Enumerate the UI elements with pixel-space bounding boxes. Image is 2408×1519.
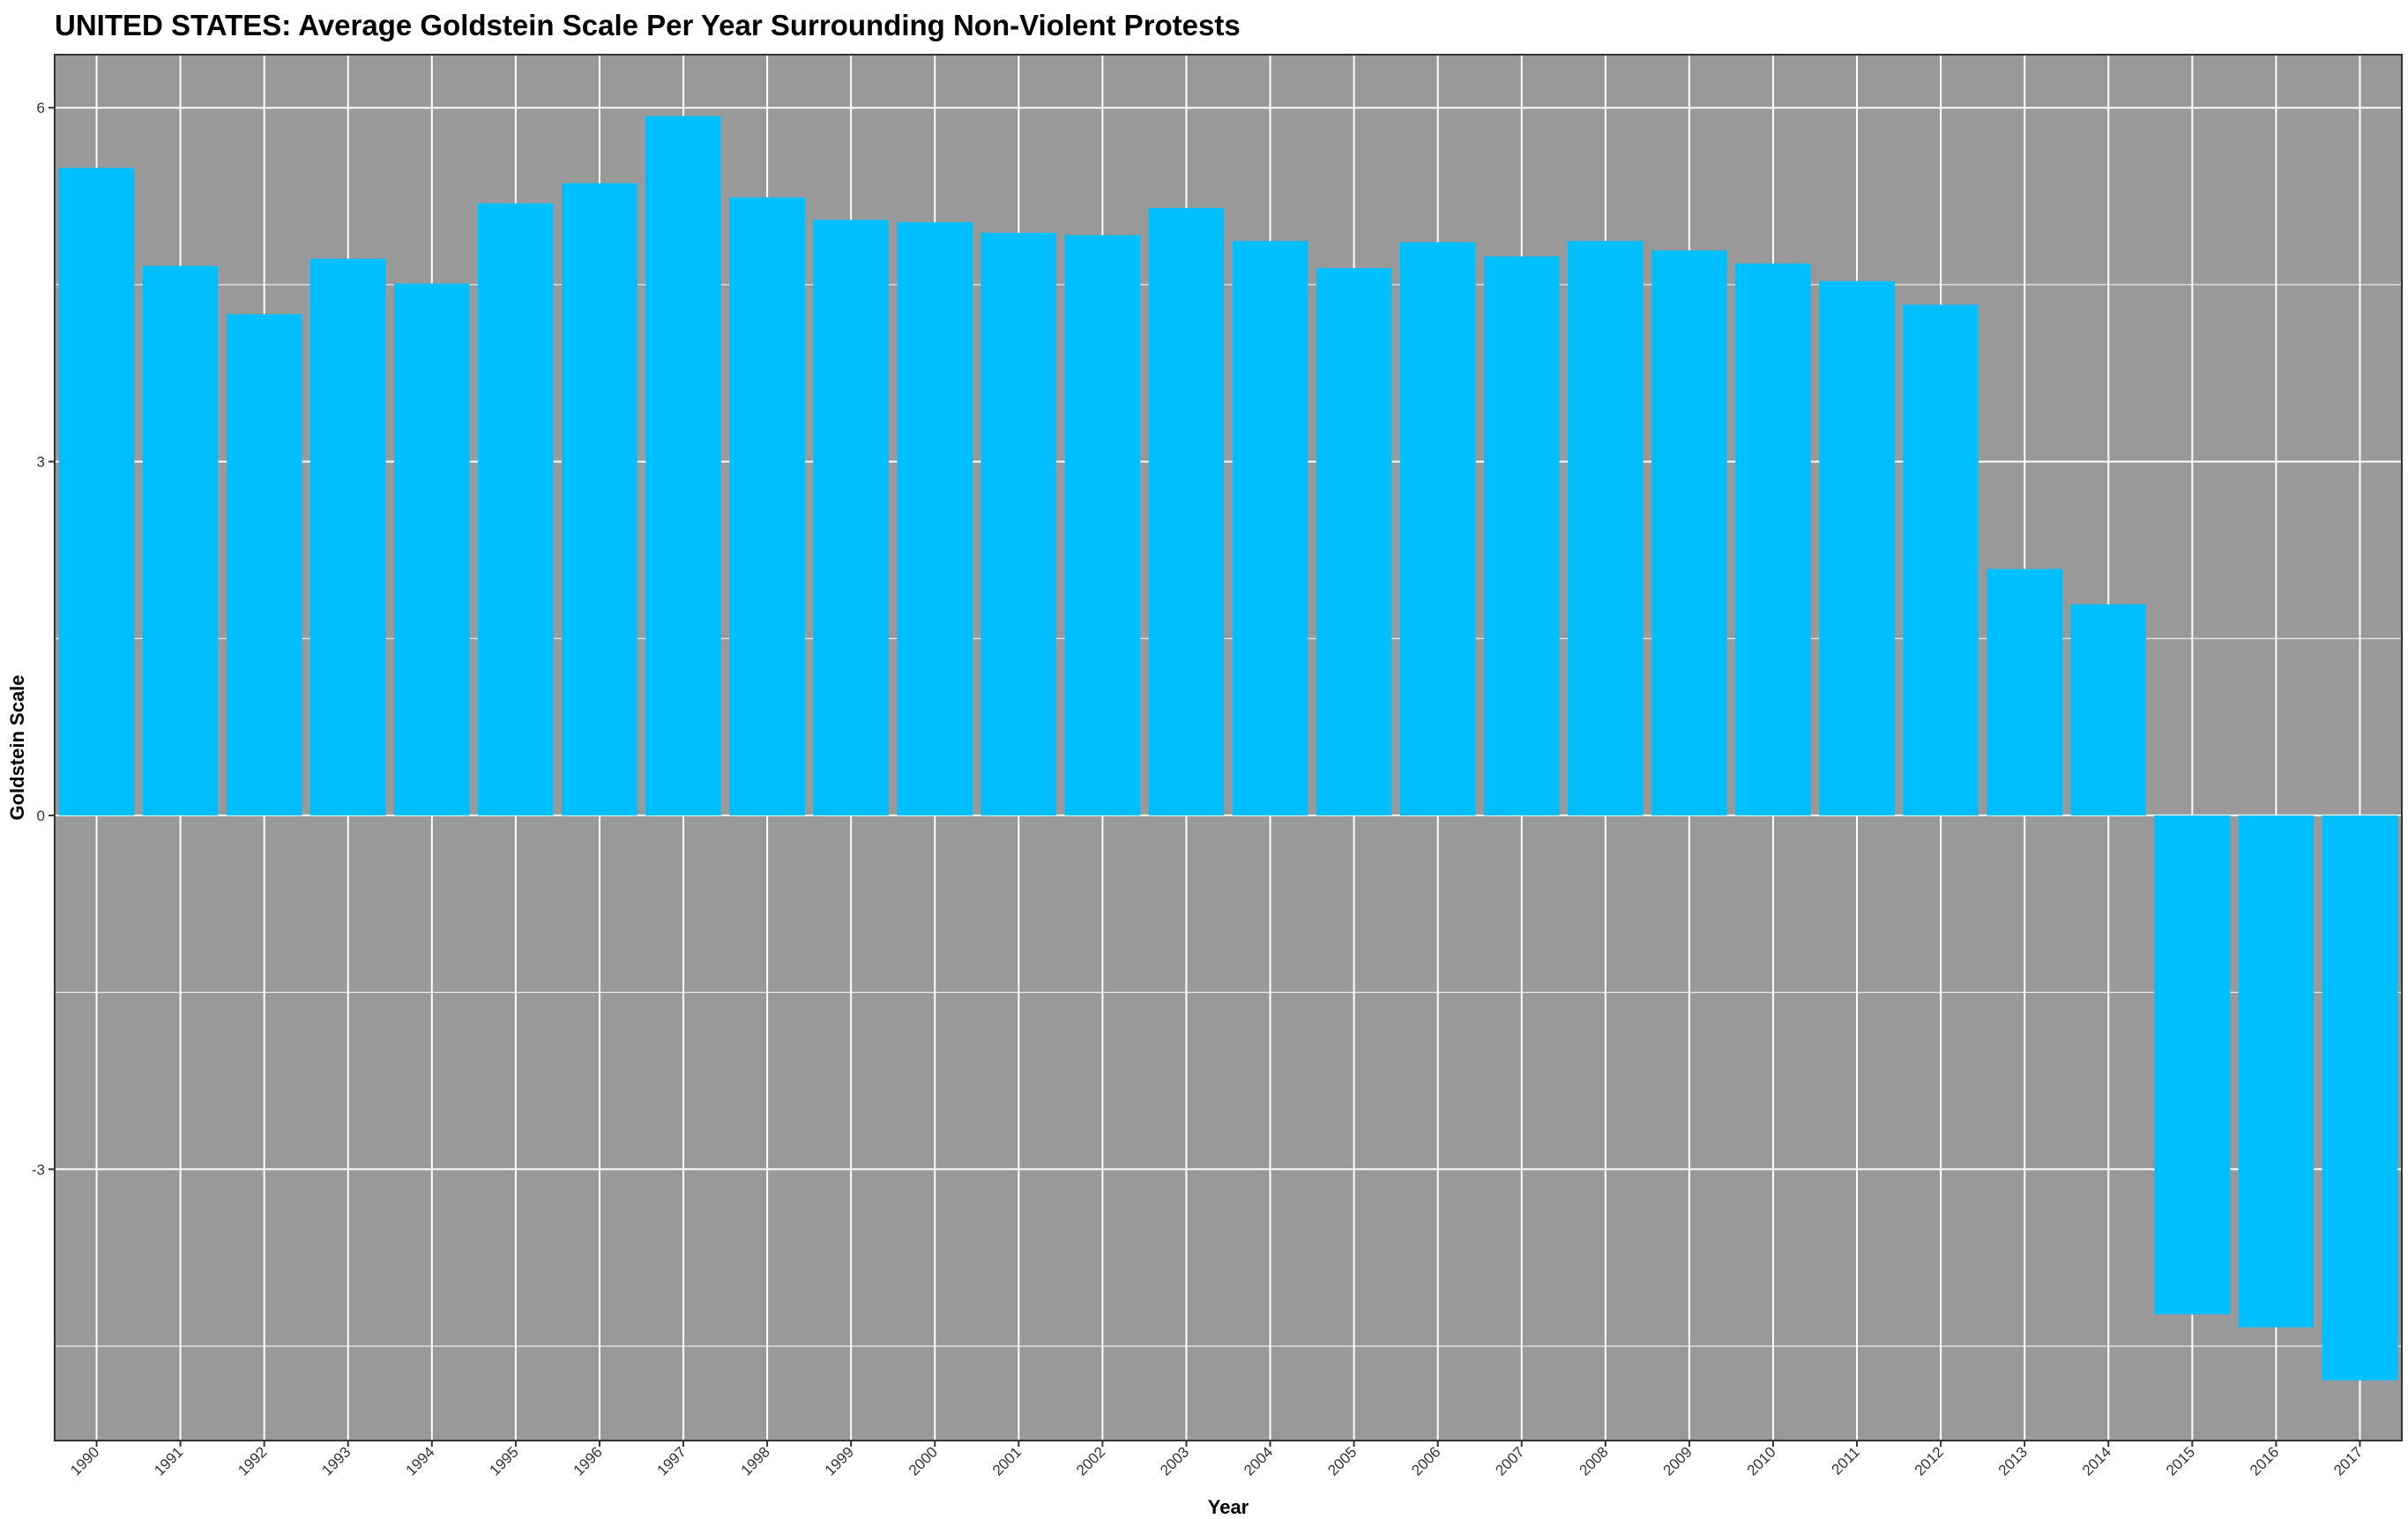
x-tick-label: 2010 <box>1744 1443 1779 1478</box>
x-tick-label: 2001 <box>989 1443 1025 1478</box>
x-tick-label: 1997 <box>654 1443 690 1478</box>
x-tick-label: 1996 <box>570 1443 606 1478</box>
x-tick-label: 2003 <box>1157 1443 1192 1478</box>
bar-2000 <box>897 221 973 815</box>
bar-2013 <box>1987 569 2062 815</box>
chart-title: UNITED STATES: Average Goldstein Scale P… <box>55 9 1241 41</box>
x-tick-label: 2012 <box>1912 1443 1947 1478</box>
bar-1992 <box>226 314 302 815</box>
bar-2003 <box>1148 207 1225 815</box>
x-tick-label: 1998 <box>738 1443 773 1478</box>
bars <box>58 115 2398 1381</box>
bar-1990 <box>58 168 135 815</box>
y-tick-label: -3 <box>32 1161 45 1178</box>
bar-2001 <box>980 233 1057 815</box>
x-tick-label: 2004 <box>1241 1443 1276 1478</box>
x-tick-label: 2008 <box>1576 1443 1611 1478</box>
x-tick-label: 2000 <box>906 1443 941 1478</box>
bar-2007 <box>1483 256 1560 815</box>
bar-1998 <box>729 197 805 815</box>
bar-2002 <box>1064 235 1141 815</box>
x-tick-label: 1993 <box>318 1443 354 1478</box>
bar-2004 <box>1232 241 1308 815</box>
bar-1997 <box>645 115 721 815</box>
x-tick-label: 1991 <box>151 1443 186 1478</box>
bar-1999 <box>813 220 889 815</box>
x-tick-label: 2007 <box>1492 1443 1527 1478</box>
x-tick-label: 1999 <box>822 1443 857 1478</box>
x-tick-label: 1995 <box>487 1443 522 1478</box>
bar-2009 <box>1651 250 1727 815</box>
x-axis-title: Year <box>1208 1496 1249 1518</box>
x-tick-label: 2013 <box>1995 1443 2031 1478</box>
bar-2010 <box>1735 263 1811 815</box>
x-tick-label: 2014 <box>2079 1443 2114 1478</box>
bar-2006 <box>1399 242 1476 815</box>
bar-1995 <box>478 203 554 815</box>
bar-2017 <box>2322 815 2398 1381</box>
y-tick-label: 6 <box>37 100 45 116</box>
x-tick-label: 2009 <box>1660 1443 1696 1478</box>
y-tick-label: 3 <box>37 454 45 471</box>
x-tick-label: 1992 <box>235 1443 270 1478</box>
plot-border <box>54 54 2403 1441</box>
x-axis: 1990 1991 1992 1993 1994 1995 1996 1997 1998 1999… <box>67 1441 2366 1479</box>
x-tick-label: 2011 <box>1829 1443 1863 1478</box>
x-tick-label: 1990 <box>67 1443 102 1478</box>
y-axis-title: Goldstein Scale <box>6 674 28 820</box>
x-tick-label: 2015 <box>2163 1443 2198 1478</box>
bar-2016 <box>2238 815 2315 1328</box>
bar-2005 <box>1316 268 1392 815</box>
bar-1996 <box>562 182 637 815</box>
x-tick-label: 1994 <box>402 1443 437 1478</box>
bar-1993 <box>309 258 386 815</box>
bar-1994 <box>394 283 470 815</box>
bar-2012 <box>1903 304 1979 815</box>
y-tick-label: 0 <box>37 808 45 824</box>
bar-1991 <box>142 265 219 815</box>
x-tick-label: 2017 <box>2330 1443 2366 1478</box>
x-tick-label: 2005 <box>1324 1443 1360 1478</box>
bar-2008 <box>1568 241 1644 815</box>
x-tick-label: 2016 <box>2247 1443 2282 1478</box>
bar-2015 <box>2154 815 2231 1314</box>
bar-2014 <box>2070 604 2147 815</box>
y-axis: -3 0 3 6 <box>32 100 55 1178</box>
x-tick-label: 2006 <box>1408 1443 1443 1478</box>
x-tick-label: 2002 <box>1073 1443 1108 1478</box>
bar-2011 <box>1819 280 1895 815</box>
